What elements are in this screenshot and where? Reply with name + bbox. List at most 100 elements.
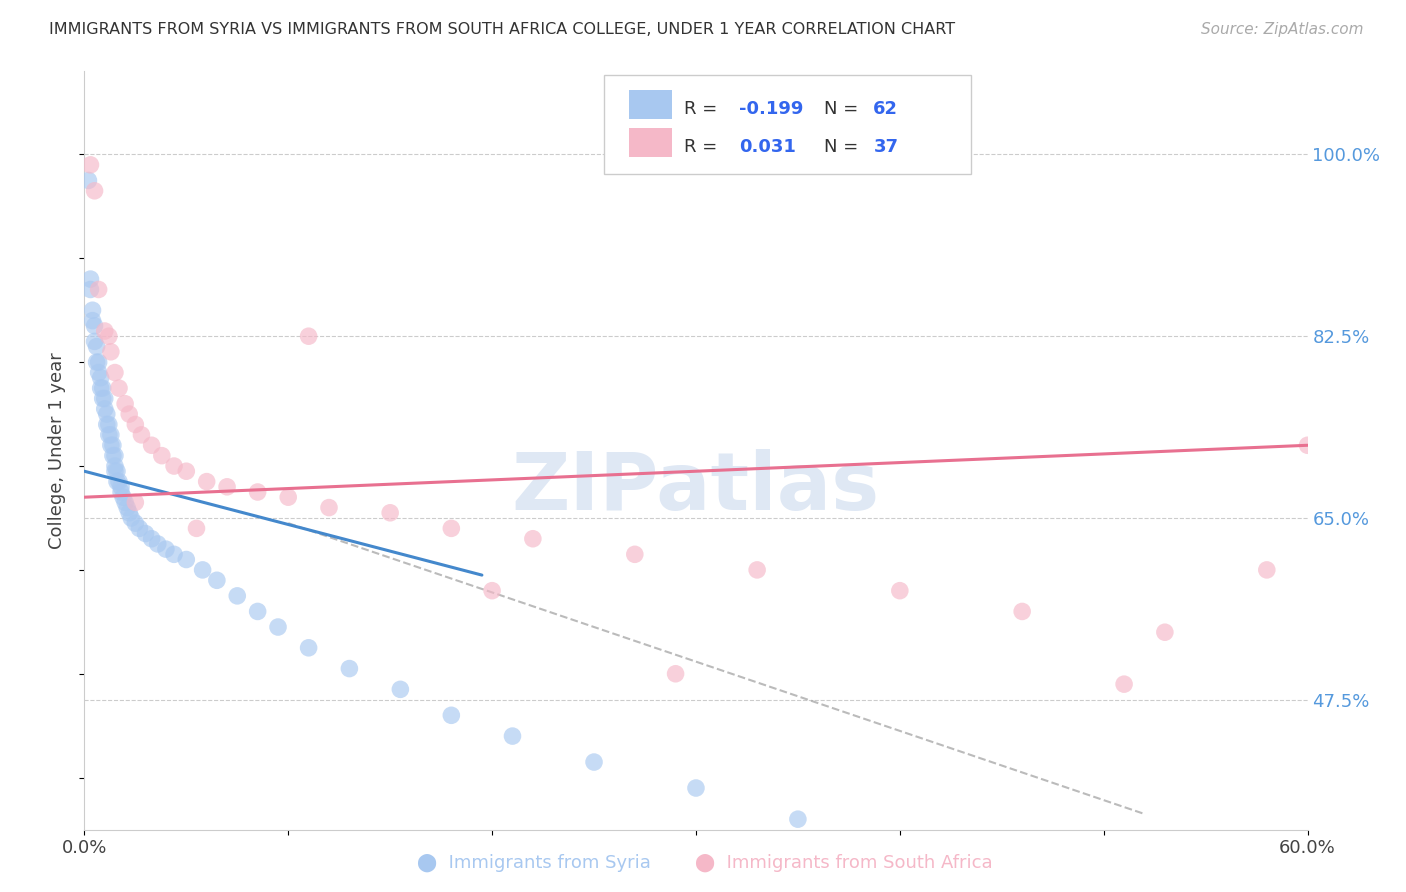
Point: [83, 318, 105, 333]
Point: [82, 313, 104, 327]
Point: [120, 511, 142, 525]
Point: [96, 407, 118, 421]
Text: 0.031: 0.031: [738, 138, 796, 156]
Point: [110, 480, 132, 494]
Point: [79, 158, 101, 172]
Point: [624, 547, 647, 561]
Text: IMMIGRANTS FROM SYRIA VS IMMIGRANTS FROM SOUTH AFRICA COLLEGE, UNDER 1 YEAR CORR: IMMIGRANTS FROM SYRIA VS IMMIGRANTS FROM…: [49, 22, 955, 37]
Point: [87, 355, 110, 369]
Point: [389, 682, 412, 697]
Text: N =: N =: [824, 138, 865, 156]
Point: [100, 344, 122, 359]
Point: [440, 521, 463, 535]
Point: [502, 729, 524, 743]
Point: [163, 458, 186, 473]
Point: [1092, 890, 1115, 892]
Point: [118, 506, 141, 520]
Point: [104, 366, 127, 380]
Point: [90, 381, 112, 395]
Point: [97, 428, 120, 442]
Point: [186, 521, 208, 535]
Point: [93, 392, 115, 406]
Point: [79, 283, 101, 297]
Point: [104, 458, 127, 473]
Point: [93, 324, 115, 338]
Point: [112, 490, 135, 504]
Point: [141, 438, 163, 452]
Point: [226, 589, 249, 603]
Point: [82, 303, 104, 318]
Point: [83, 334, 105, 349]
FancyBboxPatch shape: [628, 128, 672, 157]
Point: [91, 381, 114, 395]
Point: [131, 428, 153, 442]
Point: [298, 640, 321, 655]
Point: [583, 755, 606, 769]
Point: [747, 563, 769, 577]
Point: [124, 495, 146, 509]
Text: -0.199: -0.199: [738, 100, 803, 119]
Point: [991, 864, 1014, 879]
Point: [1154, 625, 1177, 640]
Point: [150, 449, 173, 463]
Point: [79, 272, 101, 286]
Point: [135, 526, 157, 541]
Point: [100, 438, 122, 452]
Point: [90, 370, 112, 384]
Point: [105, 475, 128, 489]
Point: [246, 485, 269, 500]
Point: [267, 620, 290, 634]
Point: [174, 464, 197, 478]
Text: ZIPatlas: ZIPatlas: [512, 450, 880, 527]
Text: R =: R =: [683, 100, 723, 119]
Point: [86, 355, 108, 369]
Point: [115, 500, 138, 515]
Point: [889, 583, 911, 598]
Point: [339, 662, 361, 676]
Point: [205, 574, 228, 588]
Point: [174, 552, 197, 566]
Point: [155, 542, 177, 557]
Point: [1256, 563, 1278, 577]
FancyBboxPatch shape: [628, 90, 672, 120]
Point: [665, 666, 688, 681]
Point: [110, 485, 132, 500]
Point: [101, 438, 124, 452]
Point: [246, 604, 269, 618]
Y-axis label: College, Under 1 year: College, Under 1 year: [48, 352, 66, 549]
Point: [118, 407, 141, 421]
Point: [1011, 604, 1033, 618]
Point: [97, 417, 120, 432]
Point: [104, 449, 127, 463]
Point: [1296, 438, 1319, 452]
Text: ⬤  Immigrants from Syria: ⬤ Immigrants from Syria: [418, 854, 651, 872]
Text: Source: ZipAtlas.com: Source: ZipAtlas.com: [1201, 22, 1364, 37]
Point: [108, 381, 131, 395]
Point: [97, 329, 120, 343]
Point: [86, 340, 108, 354]
Point: [83, 184, 105, 198]
Point: [217, 480, 239, 494]
Text: 62: 62: [873, 100, 898, 119]
FancyBboxPatch shape: [605, 75, 972, 174]
Point: [277, 490, 299, 504]
Point: [141, 532, 163, 546]
Point: [108, 475, 131, 489]
Point: [440, 708, 463, 723]
Point: [163, 547, 186, 561]
Point: [195, 475, 218, 489]
Point: [124, 516, 146, 531]
Point: [100, 428, 122, 442]
Point: [522, 532, 544, 546]
Text: R =: R =: [683, 138, 723, 156]
Point: [380, 506, 402, 520]
Point: [481, 583, 503, 598]
Text: N =: N =: [824, 100, 865, 119]
Point: [104, 464, 127, 478]
Text: 37: 37: [873, 138, 898, 156]
Point: [146, 537, 169, 551]
Point: [77, 173, 100, 187]
Point: [1114, 677, 1136, 691]
Point: [87, 366, 110, 380]
Point: [105, 464, 128, 478]
